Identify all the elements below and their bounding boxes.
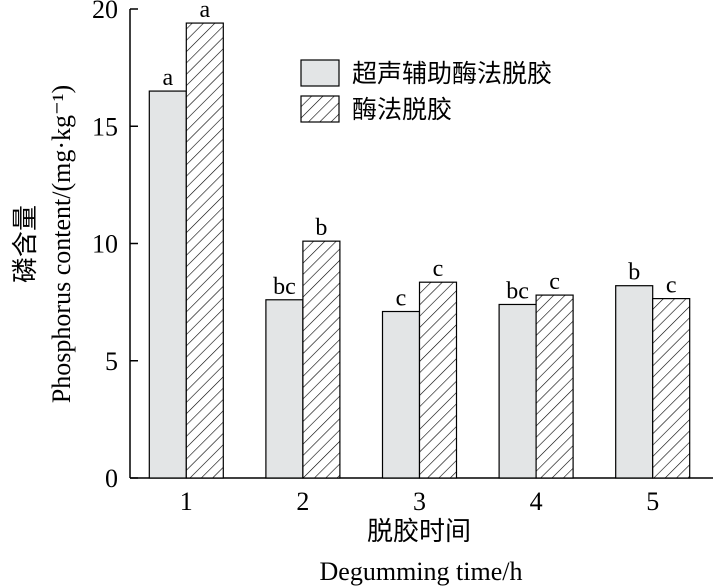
y-tick-label: 15 (92, 112, 118, 141)
bar-enzymatic (652, 298, 691, 479)
legend-swatch-hatch (300, 95, 340, 123)
legend-swatch-solid (300, 59, 340, 87)
x-axis-title-cn: 脱胶时间 (367, 517, 471, 546)
x-tick-label: 1 (180, 487, 193, 516)
significance-label: c (396, 286, 407, 312)
x-tick-label: 2 (296, 487, 309, 516)
y-axis: 0 5 10 15 20 (92, 0, 138, 493)
significance-label: b (315, 215, 327, 241)
bar-enzymatic (302, 240, 341, 479)
significance-label: bc (273, 274, 296, 300)
significance-label: a (199, 0, 210, 23)
legend-label-solid: 超声辅助酶法脱胶 (352, 60, 552, 88)
y-tick-label: 10 (92, 230, 118, 259)
y-tick-label: 20 (92, 0, 118, 24)
bar-ultrasonic-assisted (381, 310, 421, 479)
bar-enzymatic (418, 281, 458, 479)
bar-ultrasonic-assisted (148, 90, 187, 479)
y-tick-label: 5 (105, 347, 118, 376)
bars (148, 22, 691, 479)
y-axis-title-en: Phosphorus content/(mg·kg⁻¹) (47, 85, 76, 403)
x-axis-title-en: Degumming time/h (320, 557, 523, 586)
y-axis-title-cn: 磷含量 (11, 205, 40, 283)
bar-ultrasonic-assisted (498, 303, 537, 479)
significance-label: bc (506, 278, 529, 304)
bar-enzymatic (535, 294, 574, 479)
y-tick-label: 0 (105, 464, 118, 493)
x-tick-label: 5 (646, 487, 659, 516)
bar-ultrasonic-assisted (615, 285, 654, 479)
significance-label: b (628, 260, 640, 286)
significance-label: c (433, 256, 444, 282)
significance-label: c (549, 269, 560, 295)
x-tick-label: 3 (413, 487, 426, 516)
significance-label: c (666, 273, 677, 299)
bar-ultrasonic-assisted (265, 299, 304, 479)
legend-label-hatch: 酶法脱胶 (352, 96, 452, 124)
bar-enzymatic (185, 22, 224, 479)
legend: 超声辅助酶法脱胶 酶法脱胶 (300, 59, 552, 124)
x-tick-label: 4 (530, 487, 543, 516)
significance-label: a (162, 65, 173, 91)
